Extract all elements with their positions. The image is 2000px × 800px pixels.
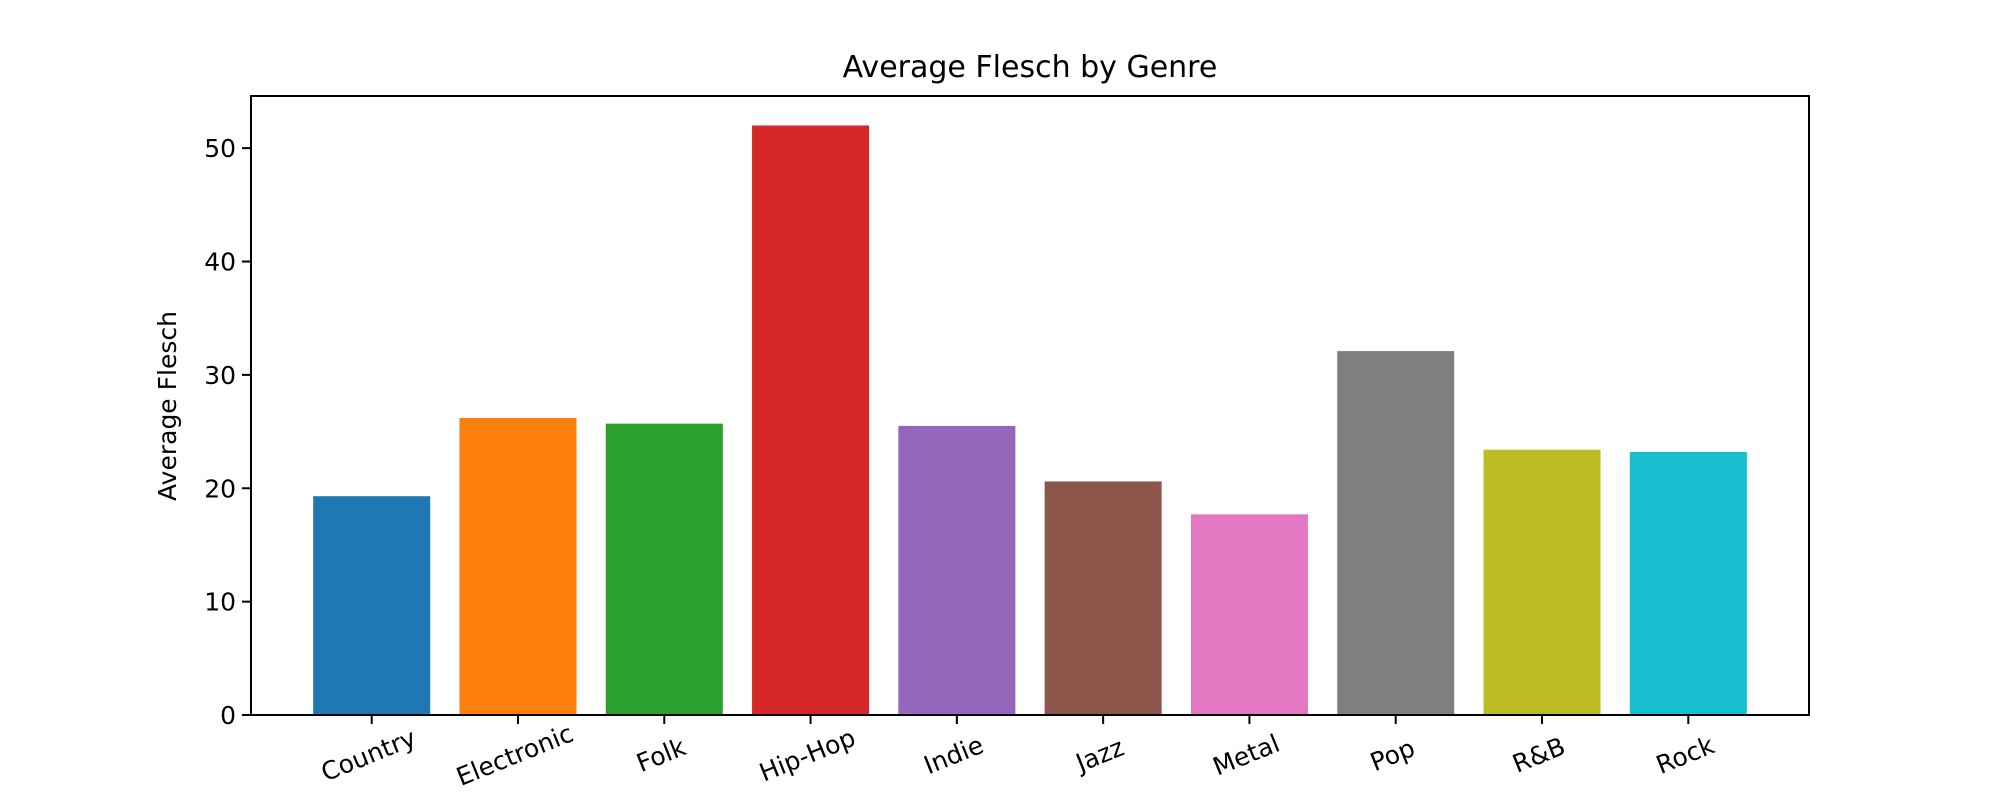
y-tick-label: 0: [220, 701, 236, 730]
x-tick-label: Rock: [1652, 730, 1719, 779]
x-tick-label: Folk: [632, 732, 690, 778]
bar-folk: [605, 423, 723, 715]
chart-title: Average Flesch by Genre: [843, 50, 1218, 85]
x-tick-label: Indie: [920, 730, 988, 780]
y-tick-label: 40: [204, 248, 236, 277]
y-tick-label: 30: [204, 361, 236, 390]
x-tick-label: Pop: [1366, 733, 1419, 777]
x-tick-label: Hip-Hop: [755, 723, 859, 788]
x-tick-label: Electronic: [452, 719, 577, 792]
x-tick-label: Jazz: [1070, 733, 1128, 779]
y-axis-label: Average Flesch: [153, 311, 182, 501]
bars-group: [313, 125, 1747, 715]
y-tick-label: 10: [204, 588, 236, 617]
y-tick-label: 50: [204, 134, 236, 163]
x-tick-label: Country: [317, 723, 420, 787]
y-ticks-group: 0 10 20 30 40 50: [204, 134, 251, 730]
bar-pop: [1337, 351, 1455, 715]
x-tick-label: Metal: [1209, 729, 1284, 782]
bar-r-b: [1483, 449, 1601, 715]
bar-jazz: [1044, 481, 1162, 715]
bar-rock: [1629, 451, 1747, 715]
plot-frame: [250, 95, 1810, 716]
y-tick-label: 20: [204, 474, 236, 503]
bar-hip-hop: [752, 125, 870, 715]
bar-metal: [1190, 514, 1308, 715]
bar-country: [313, 496, 431, 715]
bar-indie: [898, 425, 1016, 715]
bar-electronic: [459, 417, 577, 715]
x-tick-label: R&B: [1508, 732, 1569, 779]
x-ticks-group: Country Electronic Folk Hip-Hop Indie Jazz Met…: [317, 715, 1719, 792]
